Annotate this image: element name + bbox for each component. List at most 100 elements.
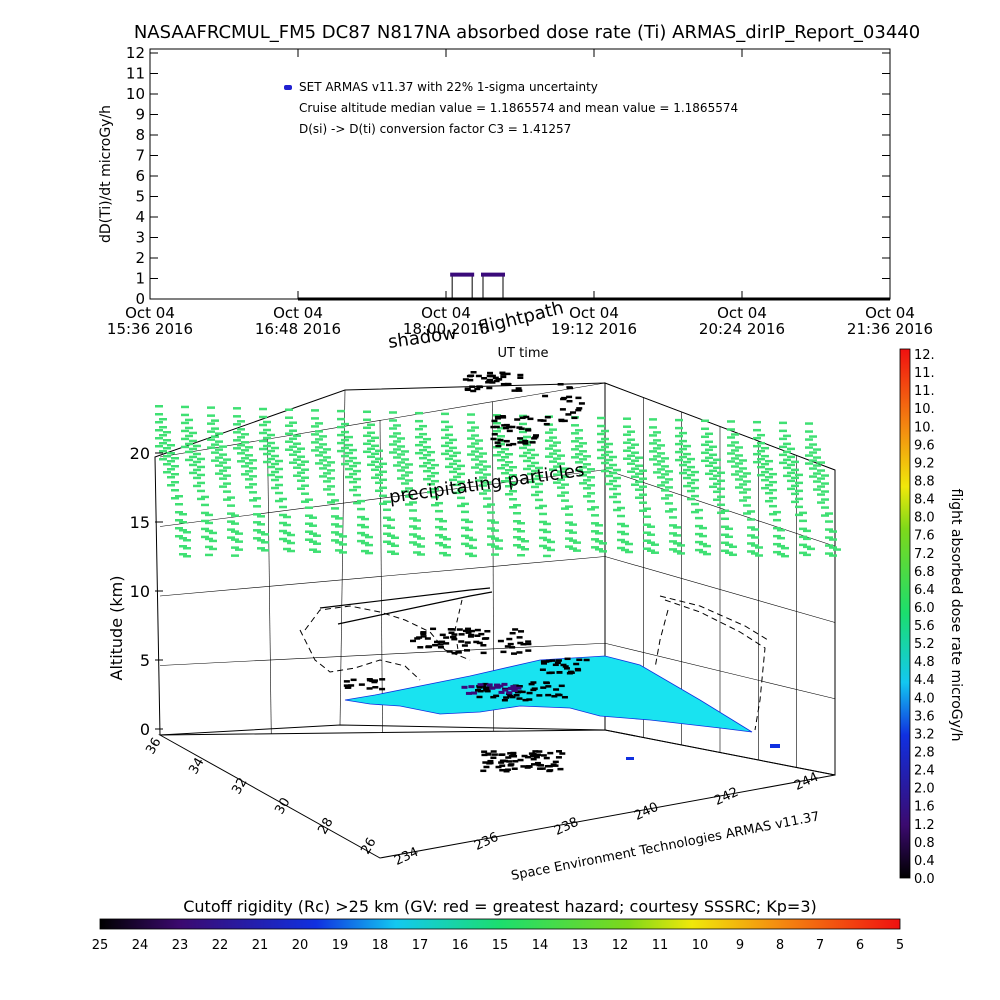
flight-point	[574, 667, 581, 671]
particle-mark	[175, 527, 183, 530]
floor	[158, 729, 836, 859]
particle-mark	[591, 514, 599, 517]
particle-mark	[497, 443, 505, 446]
particle-mark	[617, 530, 625, 534]
particle-mark	[591, 506, 599, 509]
flight-point	[578, 402, 585, 405]
particle-mark	[561, 483, 569, 486]
flight-point	[519, 416, 526, 420]
particle-mark	[435, 517, 443, 521]
particle-mark	[423, 453, 431, 457]
flight-point	[495, 765, 502, 769]
flight-point	[493, 694, 500, 698]
dose-colorbar-tick: 9.2	[914, 456, 935, 471]
particle-mark	[647, 549, 655, 552]
particle-mark	[653, 455, 661, 458]
particle-mark	[357, 499, 365, 503]
particle-mark	[519, 430, 527, 434]
particle-mark	[479, 484, 487, 487]
particle-mark	[371, 452, 379, 456]
particle-mark	[389, 427, 397, 430]
particle-mark	[293, 474, 301, 477]
particle-mark	[773, 550, 781, 554]
particle-mark	[523, 435, 531, 439]
dose-colorbar-tick: 7.6	[914, 529, 935, 544]
particle-mark	[363, 442, 371, 446]
particle-mark	[643, 539, 651, 542]
particle-mark	[319, 475, 327, 478]
particle-mark	[227, 520, 235, 523]
flight-point	[519, 690, 526, 694]
particle-mark	[249, 483, 257, 486]
particle-mark	[583, 455, 591, 458]
flight-point	[458, 640, 465, 643]
particle-mark	[517, 530, 525, 533]
flight-point	[522, 442, 529, 445]
particle-mark	[443, 537, 451, 541]
particle-mark	[289, 429, 297, 432]
particle-mark	[171, 489, 179, 492]
particle-mark	[159, 426, 167, 429]
flight-point	[522, 698, 529, 702]
particle-mark	[709, 461, 717, 465]
particle-mark	[609, 455, 617, 459]
particle-mark	[219, 477, 227, 480]
particle-mark	[755, 546, 763, 549]
particle-mark	[691, 470, 699, 474]
particle-mark	[625, 542, 633, 546]
flight-point	[556, 693, 563, 697]
particle-mark	[205, 513, 213, 517]
flight-point	[530, 688, 537, 692]
particle-mark	[757, 465, 765, 469]
particle-mark	[441, 436, 449, 440]
particle-mark	[565, 505, 573, 508]
particle-mark	[805, 454, 813, 457]
particle-mark	[777, 552, 785, 556]
particle-mark	[471, 450, 479, 453]
flight-point	[486, 386, 493, 390]
particle-mark	[591, 530, 599, 533]
dose-colorbar-tick: 2.0	[914, 782, 935, 797]
particle-mark	[501, 464, 509, 467]
particle-mark	[597, 448, 605, 452]
wall-grid	[159, 382, 836, 768]
rigidity-colorbar-tick: 8	[776, 938, 784, 953]
flight-point	[524, 766, 531, 769]
particle-mark	[371, 468, 379, 472]
particle-mark	[267, 473, 275, 477]
particle-mark	[587, 508, 595, 511]
particle-mark	[453, 475, 461, 479]
particle-mark	[293, 458, 301, 461]
particle-mark	[271, 462, 279, 466]
particle-mark	[713, 482, 721, 486]
particle-mark	[327, 501, 335, 504]
particle-mark	[435, 541, 443, 545]
particle-mark	[487, 535, 495, 538]
particle-mark	[475, 439, 483, 442]
x-tick-date: Oct 04	[717, 304, 767, 322]
flight-point	[525, 429, 532, 432]
particle-mark	[673, 526, 681, 529]
particle-mark	[535, 490, 543, 494]
particle-mark	[513, 520, 521, 523]
particle-mark	[285, 432, 293, 435]
particle-mark	[493, 446, 501, 449]
particle-mark	[761, 470, 769, 474]
particle-mark	[553, 473, 561, 476]
flight-point	[514, 690, 521, 694]
particle-mark	[491, 545, 499, 548]
particle-mark	[261, 549, 269, 552]
dose-colorbar-tick: 2.4	[914, 764, 935, 779]
particle-mark	[357, 523, 365, 527]
particle-mark	[469, 538, 477, 542]
particle-mark	[205, 521, 213, 525]
flight-point	[555, 750, 562, 753]
particle-mark	[627, 430, 635, 433]
particle-mark	[743, 488, 751, 491]
particle-mark	[167, 468, 175, 471]
dose-colorbar-label: flight absorbed dose rate microGy/h	[948, 489, 964, 742]
projection-line-1	[304, 605, 471, 661]
particle-mark	[799, 551, 807, 555]
particle-mark	[179, 537, 187, 540]
particle-mark	[483, 465, 491, 468]
